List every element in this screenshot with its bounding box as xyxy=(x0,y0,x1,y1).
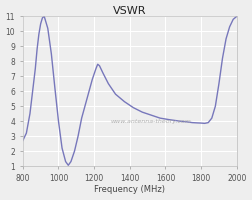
X-axis label: Frequency (MHz): Frequency (MHz) xyxy=(94,185,165,194)
Title: VSWR: VSWR xyxy=(113,6,147,16)
Text: www.antenna-theory.com: www.antenna-theory.com xyxy=(111,119,192,124)
